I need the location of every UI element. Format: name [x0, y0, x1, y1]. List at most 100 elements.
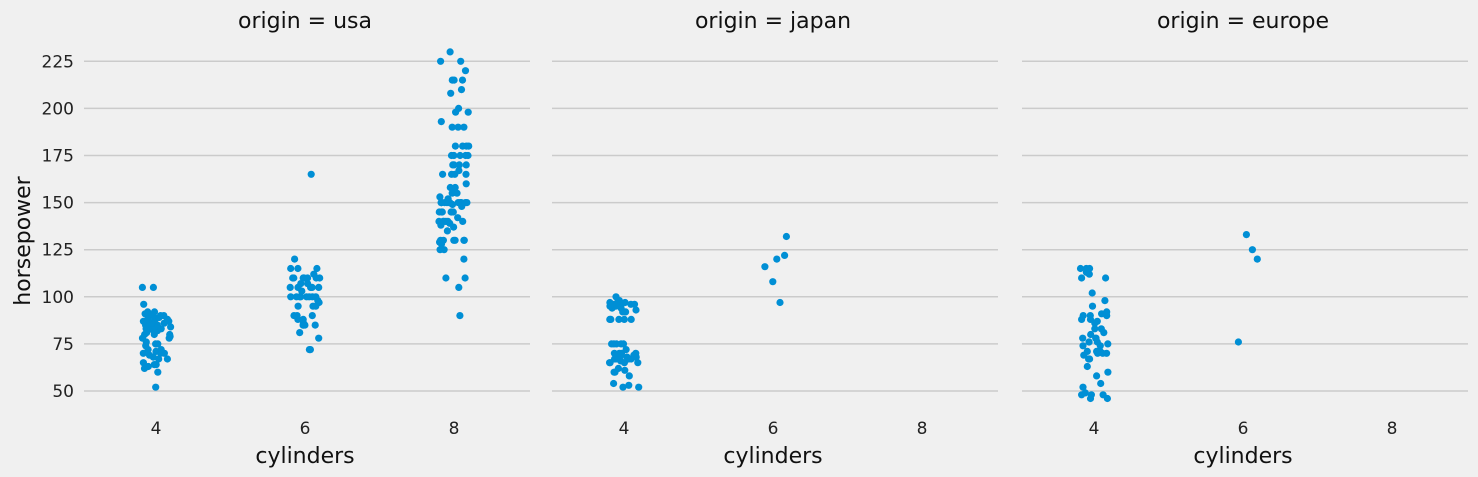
data-point [315, 334, 323, 342]
y-tick-label: 200 [42, 99, 74, 119]
data-point [437, 236, 445, 244]
data-point [1086, 264, 1094, 273]
data-point [437, 118, 445, 126]
data-point [625, 372, 633, 380]
data-point [612, 293, 620, 301]
data-point [290, 274, 298, 282]
data-point [1079, 312, 1087, 320]
y-tick-label: 225 [42, 52, 74, 72]
data-point [1099, 391, 1107, 399]
data-point [455, 283, 463, 291]
data-point [287, 264, 295, 273]
data-point [303, 293, 311, 301]
x-tick-label: 4 [619, 419, 630, 439]
data-point [460, 236, 468, 244]
data-point [308, 312, 316, 320]
data-point [1104, 368, 1112, 376]
data-point [782, 232, 791, 241]
data-point [773, 255, 781, 263]
data-point [444, 195, 452, 203]
data-point [286, 283, 294, 291]
data-point [461, 274, 469, 282]
data-point [1092, 334, 1100, 342]
data-point [448, 76, 456, 84]
data-point [462, 180, 470, 188]
data-point [294, 264, 302, 273]
data-point [769, 278, 777, 286]
data-point [144, 308, 152, 316]
x-tick-label: 6 [1238, 419, 1249, 439]
data-point [447, 208, 455, 216]
panel-title: origin = usa [238, 9, 372, 34]
data-point [450, 151, 458, 160]
data-point [307, 170, 315, 178]
x-tick-label: 6 [768, 419, 779, 439]
data-point [458, 76, 467, 84]
data-point [166, 330, 174, 339]
data-point [299, 315, 307, 323]
data-point [454, 123, 462, 131]
x-tick-label: 8 [917, 419, 928, 439]
data-point [1079, 334, 1087, 342]
data-point [1085, 355, 1093, 363]
data-point [435, 217, 443, 225]
data-point [144, 362, 152, 371]
data-point [1102, 274, 1110, 282]
data-point [776, 298, 784, 307]
data-point [138, 283, 146, 291]
data-point [287, 293, 295, 301]
data-point [315, 283, 323, 291]
data-point [461, 67, 470, 75]
data-point [457, 57, 465, 65]
data-point [435, 208, 443, 216]
data-point [157, 346, 165, 354]
data-point [1093, 347, 1101, 355]
data-point [140, 300, 148, 308]
data-point [1078, 274, 1086, 282]
data-point [462, 161, 470, 169]
data-point [294, 302, 302, 310]
data-point [436, 193, 444, 201]
data-point [614, 364, 623, 372]
data-point [464, 108, 472, 116]
data-point [447, 89, 455, 97]
data-point [150, 308, 159, 316]
y-tick-label: 75 [52, 335, 74, 355]
data-point [1086, 312, 1094, 320]
data-point [1248, 246, 1256, 254]
data-point [455, 104, 463, 112]
data-point [448, 170, 456, 178]
data-point [436, 246, 444, 254]
data-point [456, 312, 464, 320]
data-point [139, 359, 147, 367]
data-point [630, 300, 639, 308]
data-point [1076, 264, 1085, 273]
data-point [297, 280, 305, 288]
data-point [449, 161, 457, 169]
data-point [761, 263, 769, 271]
panels: 50 75 100 125 150 175 200 225 4 6 8 cylinders origin… [42, 9, 1468, 469]
data-point [305, 346, 313, 354]
data-point [437, 57, 445, 65]
data-point [1079, 342, 1087, 350]
data-point [459, 217, 467, 225]
data-point [781, 251, 789, 259]
data-point [154, 368, 162, 376]
data-point [455, 161, 463, 169]
x-axis-title: cylinders [255, 444, 354, 469]
data-point [149, 283, 157, 291]
x-tick-label: 4 [1089, 419, 1100, 439]
data-point [292, 293, 301, 301]
data-point [155, 355, 163, 363]
data-point [1091, 325, 1099, 333]
data-point [1088, 289, 1096, 297]
data-point [454, 214, 462, 222]
panel-title: origin = europe [1157, 9, 1329, 34]
data-point [448, 123, 456, 131]
data-point [1101, 297, 1109, 305]
panel-0: 50 75 100 125 150 175 200 225 4 6 8 cylinders origin… [42, 9, 530, 469]
data-point [1083, 362, 1091, 371]
data-point [632, 306, 640, 314]
panel-2: 4 6 8 cylinders origin = europe [1022, 9, 1468, 469]
